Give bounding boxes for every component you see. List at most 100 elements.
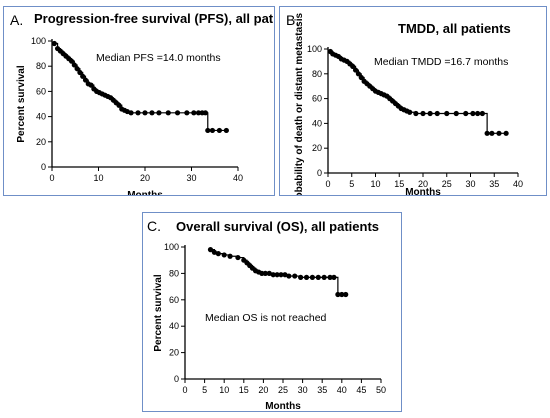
- censor-marker: [286, 273, 292, 279]
- censor-marker: [315, 274, 321, 280]
- censor-marker: [270, 272, 276, 278]
- y-tick-label: 40: [36, 112, 46, 122]
- x-tick-label: 0: [49, 173, 54, 183]
- censor-marker: [321, 274, 327, 280]
- censor-marker: [205, 127, 211, 134]
- y-tick-label: 60: [169, 295, 179, 305]
- censor-marker: [149, 110, 155, 116]
- chart-os: C. Overall survival (OS), all patients 0 5 1…: [147, 218, 386, 411]
- x-tick-label: 30: [465, 179, 475, 189]
- x-tick-label: 30: [186, 173, 196, 183]
- y-tick-label: 20: [312, 143, 322, 153]
- y-tick-label: 0: [317, 168, 322, 178]
- y-tick-label: 80: [36, 61, 46, 71]
- censor-marker: [434, 110, 440, 117]
- censor-marker: [479, 110, 485, 117]
- panel-c: C. Overall survival (OS), all patients 0 5 1…: [142, 212, 402, 412]
- censor-marker: [266, 270, 272, 276]
- x-tick-label: 25: [442, 179, 452, 189]
- panel-label: B.: [286, 12, 299, 28]
- censor-marker: [489, 130, 495, 136]
- median-annotation: Median TMDD =16.7 months: [374, 56, 508, 68]
- censor-marker: [358, 74, 364, 81]
- censor-marker: [303, 274, 310, 280]
- x-tick-label: 30: [298, 385, 308, 395]
- chart-title: Overall survival (OS), all patients: [176, 219, 379, 234]
- x-tick-label: 40: [233, 173, 243, 183]
- x-tick-label: 40: [337, 385, 347, 395]
- panel-label: C.: [147, 218, 161, 234]
- censor-marker: [278, 272, 284, 278]
- y-tick-label: 20: [169, 348, 179, 358]
- censor-marker: [413, 110, 419, 117]
- censor-marker: [195, 110, 202, 116]
- censor-marker: [209, 127, 216, 134]
- chart-tmdd: B. TMDD, all patients 0 5 10 15 20 25 30 35 40 0 20 4…: [286, 12, 523, 195]
- censor-marker: [350, 63, 356, 69]
- censor-marker: [327, 274, 333, 280]
- censor-marker: [463, 110, 469, 117]
- y-tick-label: 40: [169, 321, 179, 331]
- chart-title: TMDD, all patients: [398, 21, 511, 36]
- y-tick-label: 60: [312, 94, 322, 104]
- x-axis-label: Months: [405, 187, 441, 195]
- censor-marker: [227, 253, 233, 259]
- median-annotation: Median PFS =14.0 months: [96, 52, 221, 64]
- chart-pfs: A. Progression-free survival (PFS), all p…: [10, 11, 274, 195]
- censor-marker: [274, 272, 280, 278]
- x-tick-label: 15: [394, 179, 404, 189]
- x-tick-label: 15: [239, 385, 249, 395]
- censor-marker: [331, 274, 337, 280]
- y-tick-label: 80: [312, 69, 322, 79]
- panel-a: A. Progression-free survival (PFS), all p…: [3, 6, 275, 196]
- censor-marker: [71, 62, 77, 68]
- x-tick-label: 10: [219, 385, 229, 395]
- x-tick-label: 20: [418, 179, 428, 189]
- censor-marker: [427, 110, 433, 117]
- y-tick-label: 40: [312, 118, 322, 128]
- y-tick-label: 20: [36, 137, 46, 147]
- censor-marker: [174, 110, 181, 116]
- median-annotation: Median OS is not reached: [205, 312, 327, 324]
- censor-marker: [142, 110, 148, 116]
- censor-marker: [215, 251, 221, 257]
- censor-marker: [184, 110, 190, 116]
- censor-marker: [407, 109, 413, 115]
- panel-b: B. TMDD, all patients 0 5 10 15 20 25 30 35 40 0 20 4…: [279, 6, 547, 196]
- censor-marker: [211, 249, 217, 255]
- x-tick-label: 5: [349, 179, 354, 189]
- censor-marker: [221, 252, 227, 258]
- censor-marker: [420, 110, 426, 117]
- x-tick-label: 10: [370, 179, 380, 189]
- y-tick-label: 80: [169, 268, 179, 278]
- x-axis-label: Months: [265, 401, 301, 411]
- censor-marker: [282, 272, 288, 278]
- y-tick-label: 0: [41, 162, 46, 172]
- x-tick-label: 0: [325, 179, 330, 189]
- censor-marker: [223, 127, 229, 134]
- censor-marker: [74, 66, 80, 72]
- censor-marker: [352, 67, 359, 73]
- censor-marker: [262, 270, 268, 276]
- censor-marker: [335, 291, 341, 298]
- censor-marker: [202, 110, 209, 116]
- censor-marker: [298, 274, 304, 280]
- censor-marker: [128, 110, 134, 116]
- x-tick-label: 35: [317, 385, 327, 395]
- x-tick-label: 35: [489, 179, 499, 189]
- chart-title: Progression-free survival (PFS), all pat…: [34, 11, 274, 26]
- x-tick-label: 0: [182, 385, 187, 395]
- censor-marker: [207, 247, 214, 253]
- x-axis-label: Months: [127, 190, 163, 195]
- x-tick-label: 10: [93, 173, 103, 183]
- panel-label: A.: [10, 12, 23, 28]
- x-tick-label: 50: [376, 385, 386, 395]
- censor-marker: [191, 110, 197, 116]
- censor-marker: [339, 291, 345, 298]
- censor-marker: [503, 130, 509, 136]
- censor-marker: [444, 110, 450, 117]
- censor-marker: [343, 291, 349, 298]
- x-tick-label: 25: [278, 385, 288, 395]
- y-axis-label: Percent survival: [153, 274, 164, 351]
- censor-marker: [88, 82, 94, 88]
